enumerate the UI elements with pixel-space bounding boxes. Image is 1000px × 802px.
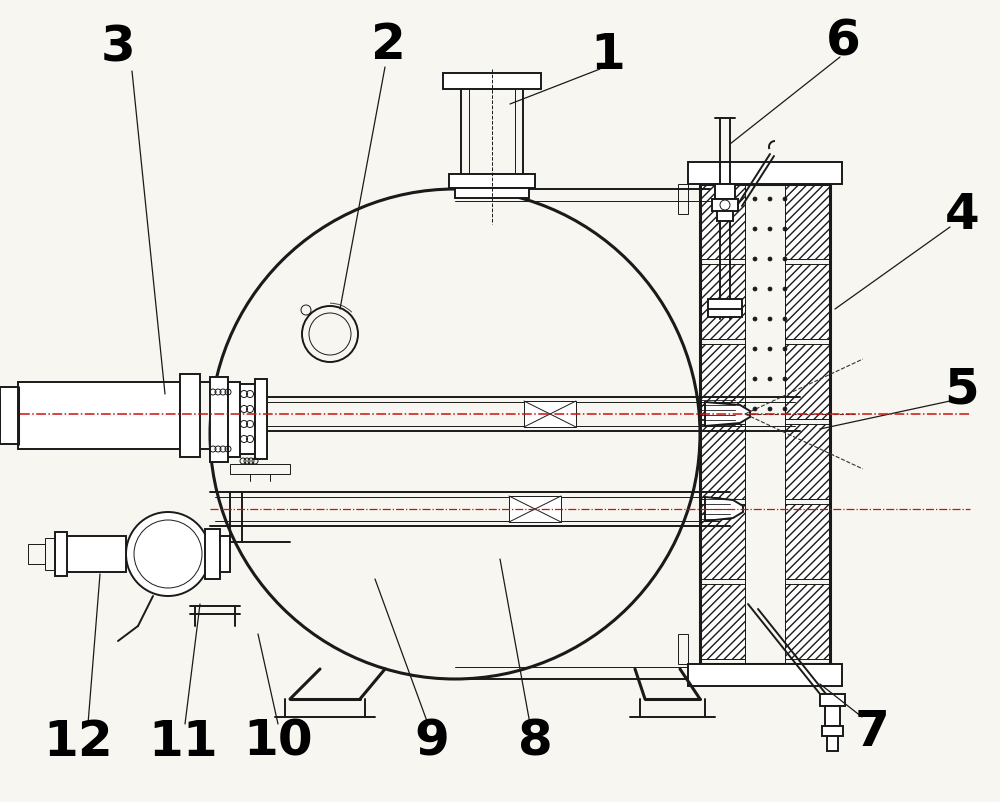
Bar	[712, 200, 738, 212]
Bar	[28, 545, 45, 565]
Bar	[45, 538, 55, 570]
Circle shape	[783, 378, 787, 382]
Bar	[785, 424, 830, 500]
Bar	[228, 383, 240, 457]
Bar	[455, 188, 529, 199]
Circle shape	[783, 228, 787, 232]
Bar	[524, 402, 576, 427]
Bar	[55, 533, 67, 577]
Circle shape	[753, 318, 757, 322]
Bar	[827, 736, 838, 751]
Bar	[210, 378, 228, 463]
Circle shape	[753, 257, 757, 261]
Bar	[785, 585, 830, 659]
Bar	[678, 184, 688, 215]
Polygon shape	[705, 497, 743, 521]
Circle shape	[753, 288, 757, 292]
Text: 3: 3	[101, 24, 135, 72]
Circle shape	[783, 407, 787, 411]
Text: 8: 8	[518, 717, 552, 765]
Circle shape	[753, 198, 757, 202]
Circle shape	[768, 288, 772, 292]
Circle shape	[783, 347, 787, 351]
Bar	[220, 537, 230, 573]
Text: 9: 9	[415, 717, 449, 765]
Text: 1: 1	[591, 31, 625, 79]
Bar	[230, 464, 290, 475]
Bar	[785, 345, 830, 419]
Bar	[785, 504, 830, 579]
Bar	[240, 384, 255, 455]
Text: 10: 10	[243, 717, 313, 765]
Circle shape	[753, 407, 757, 411]
Bar	[443, 74, 541, 90]
Text: 6: 6	[826, 18, 860, 66]
Bar	[688, 163, 842, 184]
Circle shape	[753, 378, 757, 382]
Circle shape	[768, 228, 772, 232]
Polygon shape	[705, 403, 750, 427]
Bar	[820, 695, 845, 706]
Bar	[180, 375, 200, 457]
Text: 12: 12	[43, 717, 113, 765]
Bar	[18, 383, 180, 449]
Text: 2: 2	[371, 21, 405, 69]
Circle shape	[753, 228, 757, 232]
Bar	[700, 184, 745, 260]
Bar	[449, 175, 535, 188]
Bar	[700, 504, 745, 579]
Circle shape	[783, 257, 787, 261]
Circle shape	[768, 347, 772, 351]
Bar	[825, 706, 840, 726]
Bar	[822, 726, 843, 736]
Bar	[678, 634, 688, 664]
Text: 7: 7	[855, 707, 889, 755]
Circle shape	[783, 288, 787, 292]
Bar	[715, 184, 735, 200]
Bar	[205, 529, 220, 579]
Circle shape	[783, 198, 787, 202]
Circle shape	[768, 198, 772, 202]
Bar	[0, 387, 18, 444]
Circle shape	[753, 347, 757, 351]
Bar	[688, 664, 842, 687]
Circle shape	[783, 318, 787, 322]
Bar	[717, 212, 733, 221]
Text: 5: 5	[945, 366, 979, 414]
Bar	[785, 265, 830, 339]
Circle shape	[768, 407, 772, 411]
Bar	[708, 300, 742, 318]
Bar	[700, 585, 745, 659]
Circle shape	[126, 512, 210, 596]
Bar	[255, 379, 267, 460]
Text: 4: 4	[945, 191, 979, 239]
Text: 11: 11	[148, 717, 218, 765]
Circle shape	[768, 318, 772, 322]
Circle shape	[768, 257, 772, 261]
Circle shape	[768, 378, 772, 382]
Bar	[700, 265, 745, 339]
Bar	[700, 345, 745, 419]
Bar	[785, 184, 830, 260]
Bar	[60, 537, 126, 573]
Bar	[509, 496, 561, 522]
Bar	[700, 424, 745, 500]
